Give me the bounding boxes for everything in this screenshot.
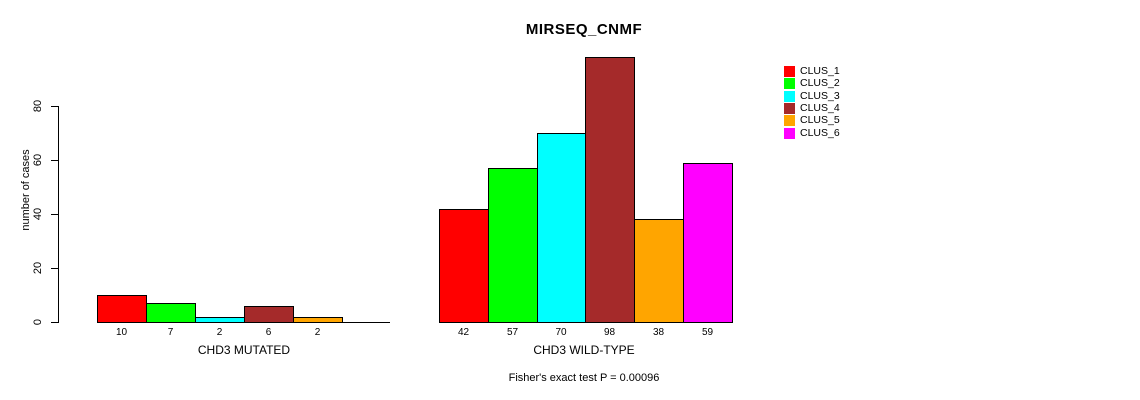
legend-swatch-clus_5 — [784, 115, 795, 127]
legend-swatch-clus_6 — [784, 127, 795, 139]
bar-clus_5 — [634, 219, 684, 323]
chart-title: MIRSEQ_CNMF — [525, 21, 643, 38]
legend-label-clus_5: CLUS_5 — [800, 114, 840, 127]
legend-label-clus_3: CLUS_3 — [800, 89, 840, 102]
bar-clus_4 — [244, 306, 294, 323]
bar-clus_3 — [195, 317, 245, 323]
bar-clus_1 — [97, 295, 147, 323]
y-tick-label: 0 — [32, 318, 44, 326]
bar-value-label: 38 — [652, 327, 665, 338]
bar-clus_3 — [537, 133, 586, 323]
legend-swatch-clus_2 — [784, 78, 795, 90]
bar-clus_6 — [683, 163, 733, 323]
y-tick-label: 20 — [32, 261, 44, 275]
bar-value-label: 59 — [701, 327, 714, 338]
y-axis-tick — [51, 322, 59, 323]
bar-value-label: 10 — [115, 327, 128, 338]
fisher-test-caption: Fisher's exact test P = 0.00096 — [508, 372, 660, 384]
y-tick-label: 80 — [32, 99, 44, 113]
y-tick-label: 40 — [32, 207, 44, 221]
y-axis-tick — [51, 160, 59, 161]
bar-value-label: 2 — [314, 327, 321, 338]
legend-swatch-clus_3 — [784, 90, 795, 102]
bar-clus_4 — [585, 57, 635, 323]
y-tick-label: 60 — [32, 153, 44, 167]
y-axis-tick — [51, 106, 59, 107]
bar-value-label: 70 — [555, 327, 567, 338]
bar-value-label: 42 — [457, 327, 470, 338]
y-axis-tick — [51, 214, 59, 215]
group-label-wildtype: CHD3 WILD-TYPE — [533, 343, 635, 357]
legend-label-clus_4: CLUS_4 — [800, 101, 840, 114]
bar-clus_1 — [439, 209, 489, 323]
legend-label-clus_1: CLUS_1 — [800, 65, 840, 77]
y-axis-tick — [51, 268, 59, 269]
bar-value-label: 98 — [603, 327, 616, 338]
legend-label-clus_6: CLUS_6 — [800, 126, 840, 139]
legend-swatch-clus_1 — [784, 66, 795, 77]
bar-clus_2 — [146, 303, 196, 323]
bar-value-label: 57 — [506, 327, 519, 338]
legend-swatch-clus_4 — [784, 102, 795, 114]
bar-value-label: 7 — [167, 327, 174, 338]
bar-clus_5 — [293, 317, 343, 323]
bar-value-label: 6 — [265, 327, 272, 338]
group-label-mutated: CHD3 MUTATED — [197, 343, 291, 357]
bar-value-label: 2 — [216, 327, 223, 338]
bar-clus_2 — [488, 168, 538, 323]
legend-label-clus_2: CLUS_2 — [800, 77, 840, 90]
y-axis-title: number of cases — [20, 149, 32, 231]
